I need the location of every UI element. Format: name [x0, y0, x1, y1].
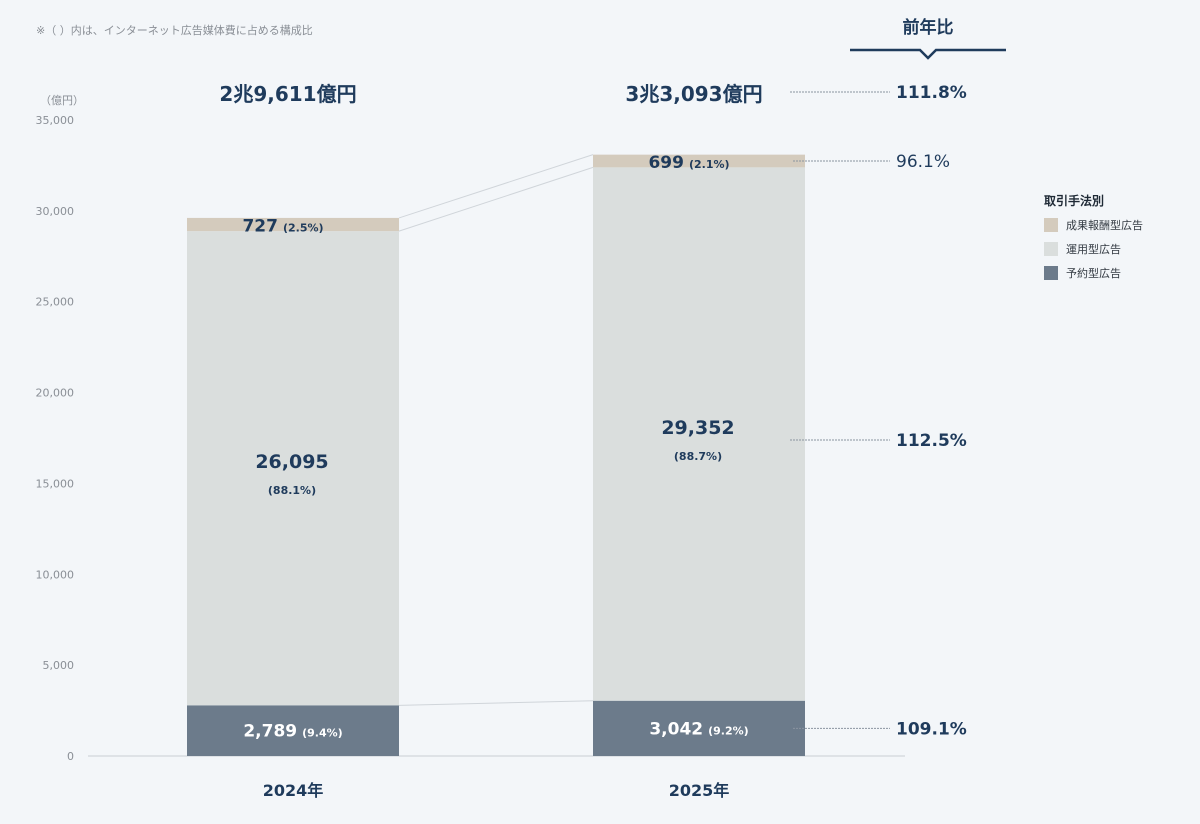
y-tick-label: 0 — [67, 750, 74, 763]
yoy-value: 109.1% — [896, 719, 967, 739]
legend-label: 成果報酬型広告 — [1066, 218, 1143, 232]
bar-segment — [187, 217, 399, 232]
legend-swatch — [1044, 266, 1058, 280]
legend-swatch — [1044, 242, 1058, 256]
chart-note: ※（ ）内は、インターネット広告媒体費に占める構成比 — [36, 23, 313, 37]
x-tick-label: 2024年 — [263, 781, 324, 800]
data-label: 2,789 (9.4%) — [243, 722, 342, 742]
yoy-column: 111.8% 96.1% 112.5% 109.1% — [790, 83, 967, 739]
yoy-value: 96.1% — [896, 152, 950, 172]
bar-connectors — [398, 154, 594, 706]
y-tick-label: 35,000 — [36, 114, 75, 127]
y-tick-label: 10,000 — [36, 568, 75, 581]
connector-line — [398, 700, 594, 706]
data-label-value: 3,042 — [649, 719, 703, 739]
legend-label: 予約型広告 — [1066, 266, 1121, 280]
yoy-value: 111.8% — [896, 83, 967, 103]
bar-segment — [187, 705, 399, 756]
legend-title: 取引手法別 — [1044, 193, 1104, 208]
y-tick-label: 25,000 — [36, 296, 75, 309]
data-label-share: (9.4%) — [302, 727, 343, 740]
bar-total-label: 2兆9,611億円 — [219, 82, 356, 106]
y-tick-label: 5,000 — [43, 659, 75, 672]
data-label-share: (2.1%) — [689, 158, 730, 171]
data-label: 3,042 (9.2%) — [649, 719, 748, 739]
bar-segment — [593, 700, 805, 756]
y-tick-label: 15,000 — [36, 477, 75, 490]
legend-label: 運用型広告 — [1066, 242, 1121, 256]
y-axis-unit: （億円） — [40, 94, 84, 107]
data-label: 727 (2.5%) — [242, 217, 323, 237]
data-label-value: 26,095 — [255, 451, 328, 473]
data-label: 699 (2.1%) — [648, 153, 729, 173]
bar-segment — [187, 231, 399, 706]
data-label-value: 699 — [648, 153, 684, 173]
y-tick-label: 20,000 — [36, 387, 75, 400]
bar-total-label: 3兆3,093億円 — [625, 82, 762, 106]
data-label-share: (88.1%) — [268, 484, 316, 497]
legend-swatch — [1044, 218, 1058, 232]
data-label-value: 29,352 — [661, 417, 734, 439]
bar-segment — [593, 167, 805, 701]
yoy-header-underline — [850, 48, 1006, 60]
data-labels: 2024年 2兆9,611億円 2,789 (9.4%) 26,095 (88.1%) 72… — [219, 82, 762, 800]
yoy-header-underline-path — [850, 48, 1006, 60]
x-tick-label: 2025年 — [669, 781, 730, 800]
connector-line — [398, 166, 594, 232]
bar-segment — [593, 154, 805, 168]
yoy-value: 112.5% — [896, 431, 967, 451]
y-tick-label: 30,000 — [36, 205, 75, 218]
data-label-share: (9.2%) — [708, 724, 749, 737]
bars — [187, 154, 805, 756]
data-label-share: (2.5%) — [283, 222, 324, 235]
data-label-share: (88.7%) — [674, 450, 722, 463]
data-label-value: 2,789 — [243, 722, 297, 742]
data-label-value: 727 — [242, 217, 278, 237]
connector-line — [398, 154, 594, 219]
yoy-header: 前年比 — [903, 17, 954, 38]
